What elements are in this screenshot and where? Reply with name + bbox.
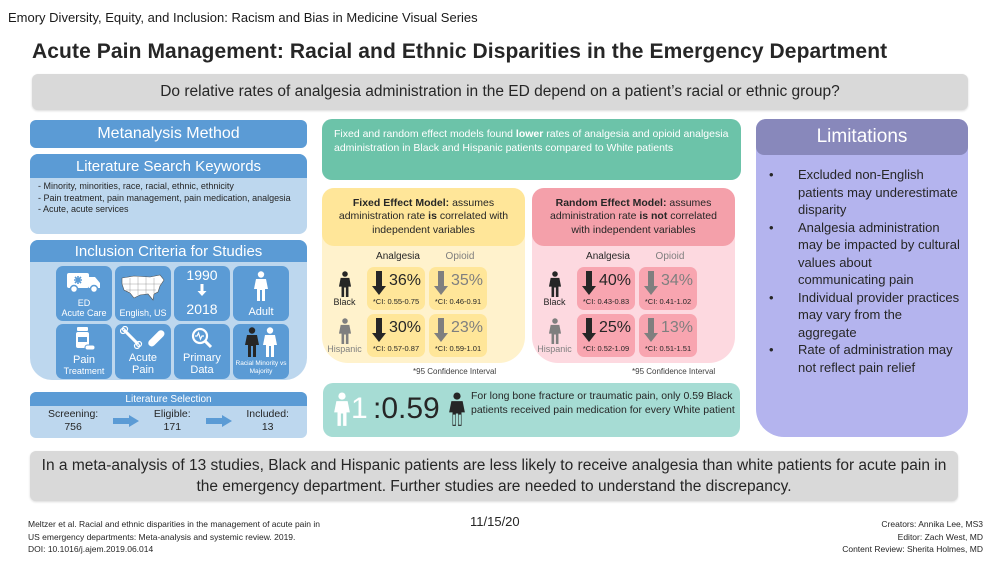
result-row-black: Black 40% *CI: 0.43-0.83 34% *CI: 0.41-1.0… xyxy=(532,266,735,311)
result-row-black: Black 36% *CI: 0.55-0.75 35% *CI: 0.46-0.9… xyxy=(322,266,525,311)
series-title: Emory Diversity, Equity, and Inclusion: … xyxy=(8,10,478,25)
limitations-header: Limitations xyxy=(756,119,968,155)
down-arrow-icon xyxy=(372,318,386,342)
criterion-acute-pain: Acute Pain xyxy=(115,324,171,379)
result-cell-analgesia: 36% *CI: 0.55-0.75 xyxy=(367,267,425,310)
down-arrow-icon xyxy=(372,271,386,295)
conclusion: In a meta-analysis of 13 studies, Black … xyxy=(30,451,958,501)
keyword-item: - Acute, acute services xyxy=(38,204,129,214)
minority-majority-icon xyxy=(243,324,279,360)
random-effect-model-panel: Random Effect Model: assumes administrat… xyxy=(532,188,735,363)
result-cell-analgesia: 40% *CI: 0.43-0.83 xyxy=(577,267,635,310)
criterion-primary-data: Primary Data xyxy=(174,324,230,379)
ci-footnote: *95 Confidence Interval xyxy=(413,367,497,376)
limitation-item: • Rate of administration may not reflect … xyxy=(769,342,953,375)
selection-header: Literature Selection xyxy=(30,392,307,406)
fixed-effect-model-panel: Fixed Effect Model: assumes administrati… xyxy=(322,188,525,363)
result-cell-opioid: 35% *CI: 0.46-0.91 xyxy=(429,267,487,310)
down-arrow-icon xyxy=(197,283,207,301)
criterion-english-us: English, US xyxy=(115,266,171,321)
keywords-header: Literature Search Keywords xyxy=(30,154,307,178)
method-header: Metanalysis Method xyxy=(30,120,307,148)
result-cell-analgesia: 30% *CI: 0.57-0.87 xyxy=(367,314,425,357)
right-arrow-icon xyxy=(113,415,140,427)
column-headers: Analgesia Opioid xyxy=(376,251,475,262)
hispanic-person-icon xyxy=(338,317,351,344)
inclusion-grid: ED Acute Care English, US 1990 2018 Adul… xyxy=(30,262,307,379)
ratio-description: For long bone fracture or traumatic pain… xyxy=(471,390,735,416)
criterion-pain-treatment: Pain Treatment xyxy=(56,324,112,379)
down-arrow-icon xyxy=(434,271,448,295)
down-arrow-icon xyxy=(582,271,596,295)
date: 11/15/20 xyxy=(470,514,520,529)
limitation-item: • Analgesia administration may be impacte… xyxy=(769,219,960,288)
citation: Meltzer et al. Racial and ethnic dispari… xyxy=(28,519,320,554)
keyword-item: - Minority, minorities, race, racial, et… xyxy=(38,181,234,191)
black-person-icon xyxy=(548,270,561,297)
limitation-item: • Individual provider practices may vary … xyxy=(769,289,960,340)
result-cell-opioid: 23% *CI: 0.59-1.01 xyxy=(429,314,487,357)
magnifier-data-icon xyxy=(191,324,213,352)
right-arrow-icon xyxy=(205,415,232,427)
result-cell-opioid: 13% *CI: 0.51-1.51 xyxy=(639,314,697,357)
hispanic-person-icon xyxy=(548,317,561,344)
selection-step-screening: Screening: 756 xyxy=(48,408,99,433)
result-cell-opioid: 34% *CI: 0.41-1.02 xyxy=(639,267,697,310)
result-cell-analgesia: 25% *CI: 0.52-1.09 xyxy=(577,314,635,357)
selection-step-eligible: Eligible: 171 xyxy=(153,408,191,433)
us-map-icon xyxy=(120,266,166,308)
result-row-hispanic: Hispanic 30% *CI: 0.57-0.87 23% *CI: 0.59-… xyxy=(322,313,525,358)
selection-step-included: Included: 13 xyxy=(246,408,289,433)
column-headers: Analgesia Opioid xyxy=(586,251,685,262)
criterion-years: 1990 2018 xyxy=(174,266,230,321)
down-arrow-icon xyxy=(434,318,448,342)
findings-summary: Fixed and random effect models found low… xyxy=(322,119,741,180)
ratio-black-value: :0.59 xyxy=(373,392,440,425)
page-title: Acute Pain Management: Racial and Ethnic… xyxy=(32,40,888,63)
limitations-panel: Limitations • Excluded non-English patien… xyxy=(756,119,968,437)
limitation-item: • Excluded non-English patients may under… xyxy=(769,167,958,217)
criterion-adult: Adult xyxy=(233,266,289,321)
keywords-list: - Minority, minorities, race, racial, et… xyxy=(30,178,307,219)
research-question: Do relative rates of analgesia administr… xyxy=(32,74,968,110)
down-arrow-icon xyxy=(644,271,658,295)
ambulance-icon xyxy=(66,266,102,298)
inclusion-header: Inclusion Criteria for Studies xyxy=(30,240,307,262)
limitations-list: • Excluded non-English patients may under… xyxy=(756,155,968,376)
literature-selection-panel: Literature Selection Screening: 756 Elig… xyxy=(30,392,307,438)
inclusion-panel: Inclusion Criteria for Studies ED Acute … xyxy=(30,240,307,380)
ratio-panel: 1 :0.59 For long bone fracture or trauma… xyxy=(323,383,740,437)
method-column: Metanalysis Method Literature Search Key… xyxy=(30,120,307,380)
selection-flow: Screening: 756 Eligible: 171 Included: 1… xyxy=(30,406,307,434)
down-arrow-icon xyxy=(644,318,658,342)
keyword-item: - Pain treatment, pain management, pain … xyxy=(38,192,291,203)
keywords-panel: Literature Search Keywords - Minority, m… xyxy=(30,154,307,234)
ratio-white-value: 1 xyxy=(351,392,368,425)
black-person-icon xyxy=(449,392,465,426)
random-model-description: Random Effect Model: assumes administrat… xyxy=(532,188,735,246)
criterion-ed-acute-care: ED Acute Care xyxy=(56,266,112,321)
adult-person-icon xyxy=(253,266,269,306)
fixed-model-description: Fixed Effect Model: assumes administrati… xyxy=(322,188,525,246)
ci-footnote: *95 Confidence Interval xyxy=(632,367,716,376)
pill-bottle-icon xyxy=(73,324,95,354)
black-person-icon xyxy=(338,270,351,297)
white-person-icon xyxy=(334,392,350,426)
result-row-hispanic: Hispanic 25% *CI: 0.52-1.09 13% *CI: 0.51-… xyxy=(532,313,735,358)
credits: Creators: Annika Lee, MS3 Editor: Zach W… xyxy=(842,519,983,554)
bone-bandage-icon xyxy=(120,324,166,352)
criterion-minority-majority: Racial Minority vs Majority xyxy=(233,324,289,379)
down-arrow-icon xyxy=(582,318,596,342)
